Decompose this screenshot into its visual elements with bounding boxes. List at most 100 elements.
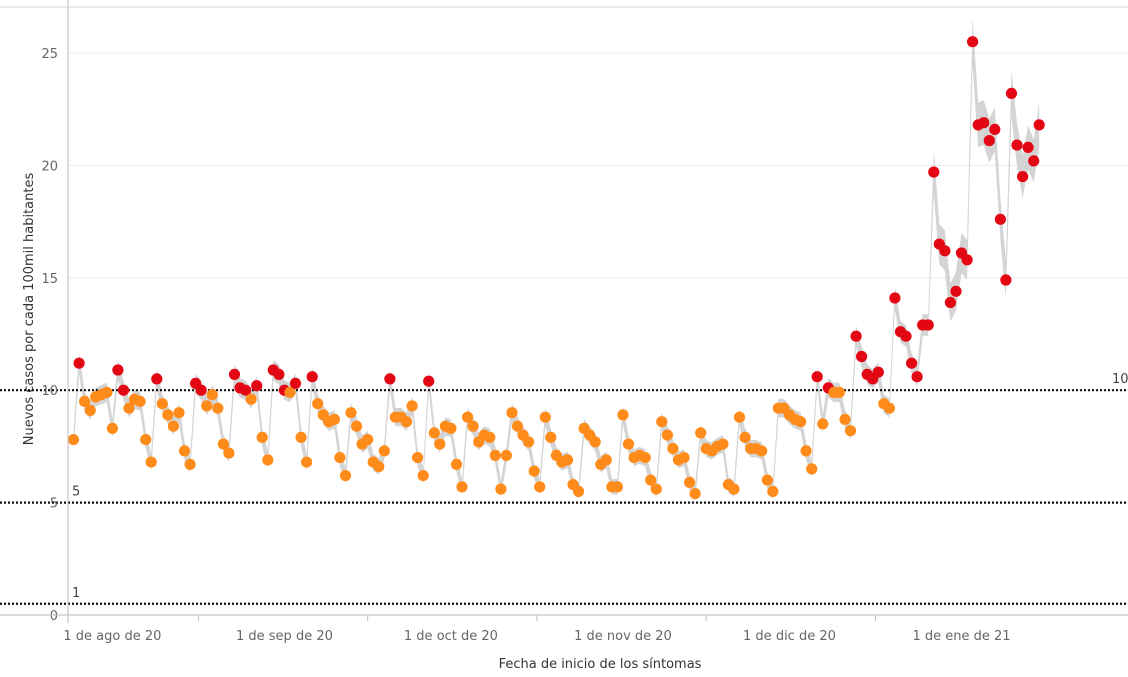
data-point [245, 393, 257, 405]
data-point [961, 254, 973, 266]
data-point [534, 481, 546, 493]
data-point [523, 436, 535, 448]
data-point [839, 413, 851, 425]
data-point [506, 407, 518, 419]
data-point [289, 377, 302, 389]
data-point [428, 427, 440, 439]
data-point [140, 434, 152, 446]
data-point [539, 411, 551, 423]
data-point [667, 443, 679, 455]
data-point [650, 483, 662, 495]
data-point [1000, 274, 1012, 286]
data-point [217, 438, 229, 450]
data-point [889, 292, 901, 304]
data-point [434, 438, 446, 450]
x-tick-label: 1 de dic de 20 [743, 629, 836, 644]
y-tick-label: 25 [41, 47, 58, 62]
y-tick-label: 10 [41, 384, 58, 399]
data-point [151, 373, 163, 385]
data-point [1011, 139, 1023, 151]
data-point [412, 452, 424, 464]
data-point [456, 481, 468, 493]
data-point [728, 483, 740, 495]
data-point [994, 213, 1007, 225]
data-point [134, 395, 146, 407]
data-point [939, 245, 951, 257]
data-point [484, 431, 496, 443]
data-point [362, 434, 374, 446]
data-point [911, 371, 923, 383]
data-point [162, 409, 174, 421]
data-point [1005, 87, 1018, 99]
y-axis-title: Nuevos casos por cada 100mil habitantes [22, 173, 37, 446]
data-point [872, 366, 884, 378]
data-point [756, 445, 768, 457]
data-point [339, 470, 352, 482]
data-point [306, 371, 318, 383]
data-point [101, 386, 113, 398]
data-point [906, 357, 918, 369]
data-point [622, 438, 635, 450]
data-point [800, 445, 812, 457]
data-point [201, 400, 213, 412]
data-point [573, 485, 585, 497]
data-point [112, 364, 124, 376]
data-point [739, 431, 751, 443]
x-tick-label: 1 de ene de 21 [912, 629, 1010, 644]
grid-lines [68, 52, 1128, 504]
data-point [617, 409, 629, 421]
data-point [406, 400, 418, 412]
data-point [528, 465, 540, 477]
data-point [978, 117, 990, 129]
data-point [212, 402, 224, 414]
x-tick-label: 1 de nov de 20 [574, 629, 672, 644]
data-point [373, 461, 385, 473]
data-point [639, 452, 651, 464]
data-point [850, 330, 862, 342]
data-point [645, 474, 657, 486]
data-point [684, 476, 696, 488]
data-point [844, 425, 857, 437]
data-point [795, 416, 807, 428]
data-point [545, 431, 557, 443]
threshold-label: 1 [72, 586, 80, 601]
data-point [489, 449, 501, 461]
data-point [284, 386, 296, 398]
y-tick-label: 15 [41, 272, 58, 287]
data-point [656, 416, 668, 428]
data-point [1033, 119, 1045, 131]
data-point [417, 470, 429, 482]
data-point [717, 438, 729, 450]
data-point [689, 488, 701, 500]
data-point [156, 398, 168, 410]
y-tick-label: 20 [41, 159, 58, 174]
data-point [967, 36, 979, 48]
data-point [223, 447, 235, 459]
data-point [295, 431, 307, 443]
data-point [983, 135, 995, 147]
data-point [767, 485, 779, 497]
data-point [400, 416, 413, 428]
data-point [445, 422, 457, 434]
x-tick-label: 1 de oct de 20 [404, 629, 498, 644]
threshold-label: 10 [1112, 372, 1128, 387]
x-axis-title: Fecha de inicio de los síntomas [499, 657, 702, 672]
data-point [561, 454, 574, 466]
data-point [384, 373, 396, 385]
data-point [950, 285, 962, 297]
data-point [423, 375, 435, 387]
data-point [184, 458, 196, 470]
data-point [256, 431, 268, 443]
data-point [123, 402, 135, 414]
data-point [145, 456, 157, 468]
data-point [195, 384, 207, 396]
data-point [733, 411, 746, 423]
data-points [67, 36, 1045, 500]
data-point [589, 436, 601, 448]
data-point [1028, 155, 1040, 167]
data-point [345, 407, 357, 419]
data-point [1017, 171, 1029, 183]
data-point [167, 420, 179, 432]
